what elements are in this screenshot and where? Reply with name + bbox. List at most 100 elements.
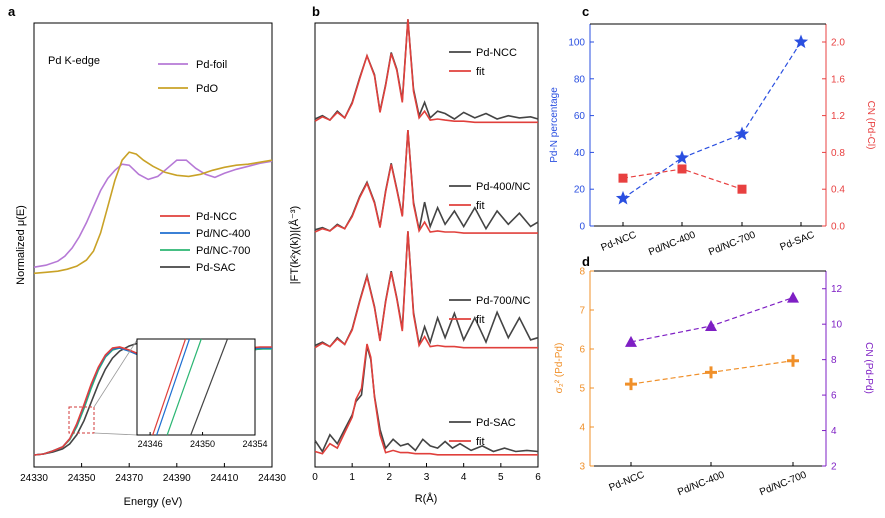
panel-a-x-tick-label: 24390 <box>163 473 191 484</box>
panel-a-line-pd-foil <box>33 159 273 268</box>
panel-b-data-pd-ncc <box>314 19 539 122</box>
panel-c-content: 0 20 40 60 80 100 0.0 0.4 0.8 1.2 1.6 2.0 Pd-NCC Pd/N… <box>568 34 845 258</box>
panel-label-c: c <box>582 4 589 19</box>
panel-b-fit-pd-400-nc <box>314 130 538 234</box>
panel-c-left-tick-label: 80 <box>574 74 586 85</box>
panel-b-x-tick-label: 4 <box>461 472 467 483</box>
panel-a-x-tick-label: 24330 <box>20 473 48 484</box>
panel-c-x-tick-label: Pd-NCC <box>599 230 638 254</box>
panel-b-series <box>314 19 539 456</box>
panel-a-annotation: Pd K-edge <box>48 55 100 67</box>
panel-d-right-tick-label: 10 <box>831 320 843 331</box>
panel-b-legend-label: fit <box>476 436 485 448</box>
panel-b-frame <box>314 22 539 468</box>
panel-d-content: 3 4 5 6 7 8 2 4 6 8 10 12 Pd-NCC Pd/NC-400 Pd/NC-700 <box>579 267 842 499</box>
panel-c-star-marker <box>674 150 690 164</box>
panel-c-star-line <box>622 41 802 199</box>
panel-b-legends: Pd-NCC fit Pd-400/NC fit Pd-700/NC fit Pd-SAC f… <box>449 47 530 448</box>
panel-b-legend-label: Pd-NCC <box>476 47 517 59</box>
panel-a-inset-tick-label: 24350 <box>190 439 215 449</box>
panel-c-left-tick-label: 60 <box>574 111 586 122</box>
panel-c-star-marker <box>615 190 631 205</box>
panel-c-left-label: Pd-N percentage <box>549 87 560 163</box>
panel-c-right-tick-label: 0.4 <box>831 185 845 196</box>
panel-b-legend-label: Pd-SAC <box>476 417 516 429</box>
panel-b-data-pd-700-nc <box>314 231 539 348</box>
panel-c-left-tick-label: 100 <box>568 38 585 49</box>
panel-c-square-marker <box>677 164 687 174</box>
panel-a-inset-line-pd-sac <box>190 338 229 436</box>
panel-b-x-tick-label: 0 <box>312 472 318 483</box>
panel-d-x-tick-label: Pd/NC-400 <box>676 469 726 498</box>
panel-d-triangle-marker <box>705 319 717 331</box>
panel-a-inset-tick-label: 24346 <box>138 439 163 449</box>
panel-c-right-tick-label: 1.2 <box>831 111 845 122</box>
panel-c-left-tick-label: 40 <box>574 148 586 159</box>
panel-a-x-tick-label: 24410 <box>210 473 238 484</box>
panel-a-x-label: Energy (eV) <box>124 496 183 508</box>
panel-a-inset-line-pd-ncc <box>152 338 187 436</box>
panel-b-x-ticks: 0 1 2 3 4 5 6 <box>312 463 541 483</box>
panel-d-triangle-line <box>630 297 794 343</box>
panel-b-data-pd-sac <box>314 345 539 454</box>
panel-d-left-tick-label: 8 <box>579 267 585 278</box>
panel-a: Pd K-edge 24330 24350 24370 24390 24410 24430… <box>15 22 286 508</box>
panel-b-x-label: R(Å) <box>415 492 438 505</box>
panel-b-x-tick-label: 5 <box>498 472 504 483</box>
panel-d-plus-marker <box>787 354 799 367</box>
panel-a-x-tick-label: 24370 <box>115 473 143 484</box>
panel-d-left-tick-label: 6 <box>579 345 585 356</box>
panel-a-legend-label: Pd-NCC <box>196 211 237 223</box>
panel-b-legend-label: fit <box>476 66 485 78</box>
panel-d-triangle-marker <box>625 335 637 347</box>
panel-d-plus-marker <box>625 378 637 391</box>
panel-a-frame <box>33 22 273 468</box>
panel-d-left-tick-label: 5 <box>579 384 585 395</box>
panel-d-left-tick-label: 4 <box>579 423 585 434</box>
panel-d-right-tick-label: 4 <box>831 426 837 437</box>
panel-a-zoom-guide-top <box>93 339 138 408</box>
panel-a-inset-line-pd-nc-700 <box>166 338 202 436</box>
panel-b-x-tick-label: 2 <box>387 472 393 483</box>
panel-c-right-tick-label: 1.6 <box>831 74 845 85</box>
panel-a-zoom-guide-bottom <box>93 432 138 436</box>
panel-d-x-tick-label: Pd/NC-700 <box>758 469 808 498</box>
panel-c-x-tick-label: Pd/NC-700 <box>707 229 757 258</box>
panel-c-right-label: CN (Pd-Cl) <box>865 101 876 150</box>
panel-a-x-tick-label: 24350 <box>68 473 96 484</box>
panel-d: 3 4 5 6 7 8 2 4 6 8 10 12 Pd-NCC Pd/NC-400 Pd/NC-700 σ… <box>554 267 874 499</box>
panel-c-left-tick-label: 20 <box>574 185 586 196</box>
panel-a-inset-tick-label: 24354 <box>242 439 267 449</box>
panel-a-x-tick-label: 24430 <box>258 473 286 484</box>
panel-d-plus-marker <box>705 366 717 379</box>
panel-c-square-marker <box>618 173 628 183</box>
panel-d-right-tick-label: 8 <box>831 355 837 366</box>
panel-d-left-tick-label: 7 <box>579 306 585 317</box>
panel-a-inset-line-pd-nc-400 <box>156 338 191 436</box>
panel-c-star-marker <box>793 34 809 49</box>
panel-b-fit-pd-700-nc <box>314 231 538 349</box>
panel-c-x-tick-label: Pd/NC-400 <box>647 229 697 258</box>
panel-d-right-label: CN (Pd-Pd) <box>863 342 874 394</box>
panel-b-x-tick-label: 3 <box>424 472 430 483</box>
panel-b: 0 1 2 3 4 5 6 Pd-NCC fit Pd-400/NC fit Pd-700/NC fi… <box>288 19 541 505</box>
panel-d-x-tick-label: Pd-NCC <box>607 470 646 494</box>
panel-a-legend-label: Pd-SAC <box>196 262 236 274</box>
panel-a-x-ticks: 24330 24350 24370 24390 24410 24430 <box>20 463 286 484</box>
panel-b-x-tick-label: 1 <box>349 472 355 483</box>
panel-label-d: d <box>582 254 590 269</box>
panel-a-legend-label: PdO <box>196 83 218 95</box>
panel-a-y-label: Normalized μ(E) <box>15 205 27 285</box>
panel-label-b: b <box>312 4 320 19</box>
panel-d-left-tick-label: 3 <box>579 462 585 473</box>
panel-c: 0 20 40 60 80 100 0.0 0.4 0.8 1.2 1.6 2.0 Pd-NCC Pd/N… <box>549 23 876 258</box>
panel-d-right-tick-label: 12 <box>831 284 843 295</box>
panel-d-right-tick-label: 2 <box>831 462 837 473</box>
panel-b-legend-label: Pd-700/NC <box>476 295 530 307</box>
panel-b-x-tick-label: 6 <box>535 472 541 483</box>
panel-a-legend-label: Pd/NC-700 <box>196 245 250 257</box>
panel-b-fit-pd-ncc <box>314 19 538 124</box>
panel-c-square-marker <box>737 184 747 194</box>
panel-c-right-tick-label: 0.8 <box>831 148 845 159</box>
